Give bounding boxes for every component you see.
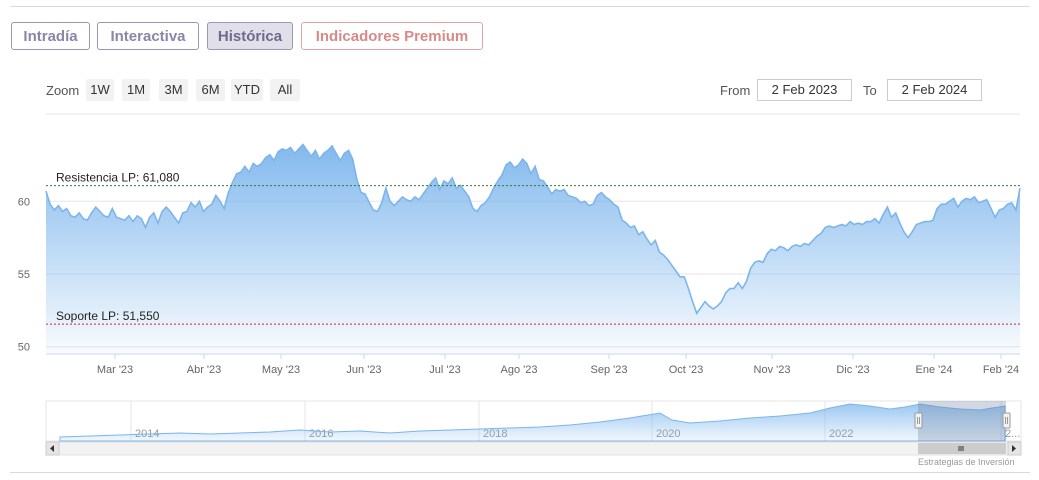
scrollbar-thumb[interactable]	[918, 443, 1006, 454]
x-tick-label: Jun '23	[346, 364, 381, 376]
tab-interactiva[interactable]: Interactiva	[97, 22, 199, 50]
navigator-year-label: 2...	[1005, 428, 1020, 440]
bottom-divider	[10, 472, 1030, 473]
x-tick-label: Ago '23	[501, 364, 538, 376]
navigator-area	[59, 403, 1006, 442]
to-date-input[interactable]: 2 Feb 2024	[887, 79, 982, 101]
tab-historica[interactable]: Histórica	[207, 22, 293, 50]
x-tick-label: May '23	[262, 364, 300, 376]
top-divider	[10, 6, 1030, 7]
navigator-selection[interactable]	[918, 401, 1006, 441]
x-tick-label: Oct '23	[669, 364, 704, 376]
arrow-right-icon	[1012, 445, 1016, 452]
from-label: From	[720, 83, 751, 98]
zoom-all-button[interactable]: All	[270, 79, 300, 101]
y-tick-label: 55	[18, 269, 30, 281]
x-tick-label: Abr '23	[187, 364, 222, 376]
from-date-input[interactable]: 2 Feb 2023	[757, 79, 852, 101]
zoom-1w-button[interactable]: 1W	[86, 79, 114, 101]
x-tick-label: Dic '23	[836, 364, 869, 376]
y-tick-label: 60	[18, 196, 30, 208]
chart-credit[interactable]: Estrategias de Inversión	[918, 457, 1015, 467]
price-line	[45, 143, 1021, 316]
x-tick-label: Nov '23	[754, 364, 791, 376]
scrollbar-grip-icon	[958, 446, 964, 451]
x-tick-label: Ene '24	[916, 364, 953, 376]
zoom-3m-button[interactable]: 3M	[159, 79, 188, 101]
zoom-6m-button[interactable]: 6M	[196, 79, 225, 101]
tab-indicadores-premium[interactable]: Indicadores Premium	[301, 22, 483, 50]
x-tick-label: Jul '23	[429, 364, 460, 376]
y-tick-label: 50	[18, 342, 30, 354]
support-label: Soporte LP: 51,550	[56, 309, 160, 323]
x-tick-label: Sep '23	[591, 364, 628, 376]
zoom-1m-button[interactable]: 1M	[122, 79, 150, 101]
navigator-right-handle[interactable]	[1002, 412, 1011, 429]
x-tick-label: Mar '23	[97, 364, 133, 376]
navigator-left-handle[interactable]	[914, 412, 923, 429]
to-label: To	[863, 83, 877, 98]
x-tick-label: Feb '24	[983, 364, 1019, 376]
price-area	[46, 144, 1020, 354]
zoom-ytd-button[interactable]: YTD	[231, 79, 263, 101]
scrollbar-track[interactable]	[45, 441, 1022, 456]
tab-intradia[interactable]: Intradía	[11, 22, 90, 50]
scroll-right-button[interactable]	[1007, 441, 1022, 456]
zoom-label: Zoom	[46, 83, 80, 98]
resistance-label: Resistencia LP: 61,080	[56, 171, 180, 185]
arrow-left-icon	[50, 445, 54, 452]
scroll-left-button[interactable]	[45, 441, 60, 456]
